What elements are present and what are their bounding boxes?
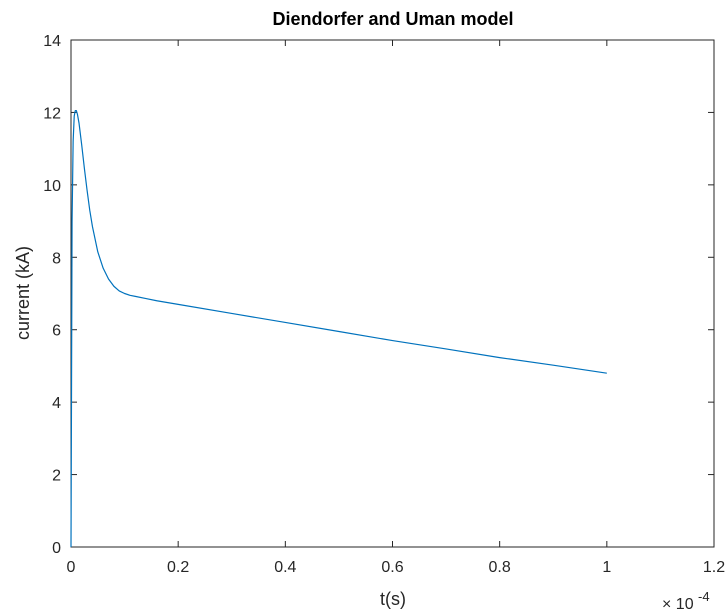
x-tick-label: 0.2 (167, 559, 189, 576)
exponent-base: × 10 (662, 596, 694, 613)
x-tick-label: 0.6 (381, 559, 403, 576)
x-axis-label: t(s) (380, 589, 406, 609)
x-tick-label: 1.2 (703, 559, 725, 576)
x-tick-label: 0.4 (274, 559, 296, 576)
y-tick-label: 12 (43, 105, 61, 122)
chart-title: Diendorfer and Uman model (272, 9, 513, 29)
current-series-line (70, 110, 607, 548)
y-tick-label: 0 (52, 540, 61, 557)
x-tick-label: 0.8 (489, 559, 511, 576)
x-axis-exponent-label: × 10 -4 (662, 589, 710, 613)
axis-ticks: 0 0.2 0.4 0.6 0.8 1 1.2 0 2 4 6 8 10 12 14 (43, 33, 725, 576)
x-tick-label: 1 (602, 559, 611, 576)
y-axis-label: current (kA) (13, 246, 33, 340)
y-tick-label: 10 (43, 178, 61, 195)
plot-area (70, 39, 715, 548)
y-tick-label: 6 (52, 323, 61, 340)
exponent-power: -4 (698, 589, 710, 604)
y-tick-label: 8 (52, 250, 61, 267)
series-group (70, 110, 607, 548)
y-tick-label: 14 (43, 33, 61, 50)
y-tick-label: 2 (52, 468, 61, 485)
y-tick-label: 4 (52, 395, 61, 412)
x-tick-label: 0 (67, 559, 76, 576)
